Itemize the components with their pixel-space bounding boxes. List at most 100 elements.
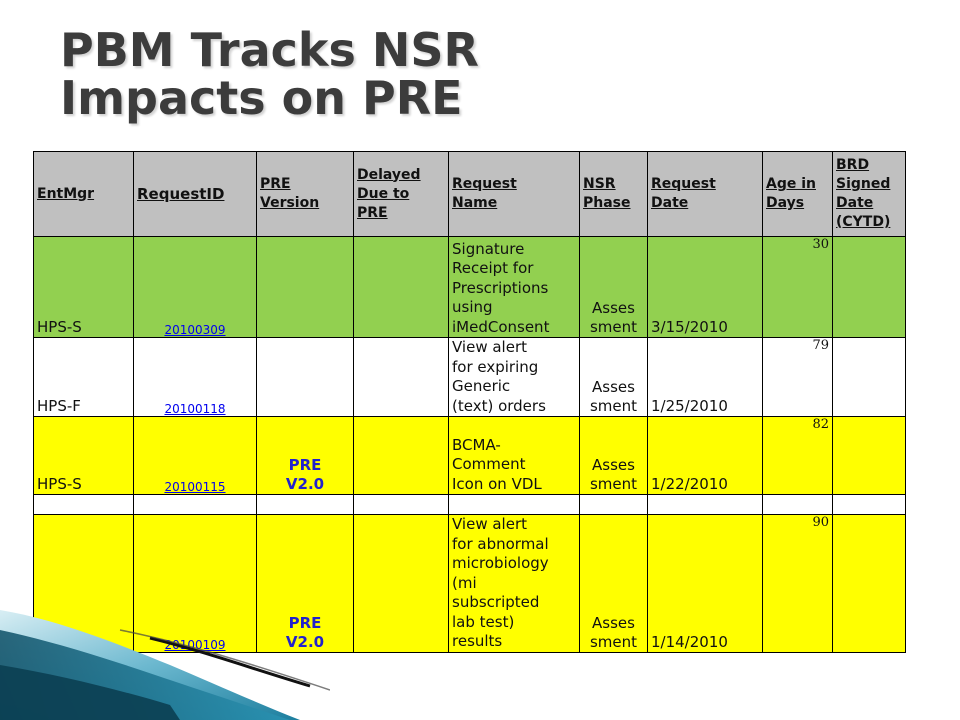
- text-line: (mi: [452, 573, 477, 592]
- cell-request-date: 3/15/2010: [647, 236, 763, 338]
- cell-nsr-phase: Asses sment: [579, 416, 648, 495]
- text-line: Prescriptions: [452, 278, 549, 297]
- cell-request-name: View alert for abnormal microbiology (mi sub…: [448, 514, 580, 653]
- header-age: Age in Days: [762, 151, 833, 237]
- header-delayed: Delayed Due to PRE: [353, 151, 449, 237]
- cell-brd: [832, 514, 906, 653]
- cell-request-name: View alert for expiring Generic (text) orde…: [448, 337, 580, 417]
- cell-requestid: 20100309: [133, 236, 257, 338]
- text-line: (CYTD): [836, 214, 891, 230]
- text-line: Asses: [592, 299, 635, 317]
- cell-pre-version: PRE V2.0: [256, 514, 354, 653]
- text-line: NSR: [583, 176, 616, 192]
- text-line: Request: [452, 176, 517, 192]
- request-link[interactable]: 20100109: [164, 637, 226, 652]
- cell-delayed: [353, 236, 449, 338]
- header-row: EntMgr RequestID PRE Version Delayed Due t…: [33, 151, 906, 237]
- text-line: Days: [766, 195, 805, 211]
- text-line: View alert: [452, 515, 527, 533]
- text-line: Icon on VDL: [452, 474, 542, 493]
- cell-delayed: [353, 514, 449, 653]
- text-line: Request: [651, 176, 716, 192]
- cell-request-date: 1/25/2010: [647, 337, 763, 417]
- cell-age: 90: [762, 514, 833, 653]
- text-line: sment: [589, 632, 638, 651]
- cell-entmgr: HPS-S: [33, 416, 134, 495]
- cell-nsr-phase: Asses sment: [579, 337, 648, 417]
- header-requestid: RequestID: [133, 151, 257, 237]
- text-line: Version: [260, 195, 320, 211]
- table-row: HPS-S 20100309 Signature Receipt for Presc…: [33, 236, 906, 338]
- title-line-2: Impacts on PRE: [60, 71, 463, 125]
- cell-delayed: [353, 337, 449, 417]
- header-nsr-phase: NSR Phase: [579, 151, 648, 237]
- table-row: HPS-F 20100118 View alert for expiring Gen…: [33, 337, 906, 417]
- text-line: Delayed: [357, 166, 421, 183]
- cell-request-name: Signature Receipt for Prescriptions using iM…: [448, 236, 580, 338]
- title-line-1: PBM Tracks NSR: [60, 23, 479, 77]
- text-line: Generic: [452, 377, 511, 395]
- request-link[interactable]: 20100115: [164, 480, 226, 494]
- text-line: Asses: [592, 456, 635, 474]
- text-line: View alert: [452, 338, 527, 357]
- decorative-wave-graphic: [0, 610, 330, 720]
- text-line: Age in: [766, 176, 816, 192]
- text-line: Date: [836, 195, 874, 211]
- cell-brd: [832, 236, 906, 338]
- text-line: Asses: [592, 613, 635, 632]
- text-line: for expiring: [452, 357, 539, 376]
- text-line: BRD: [836, 157, 870, 173]
- slide-title: PBM Tracks NSR Impacts on PRE: [60, 26, 760, 122]
- cell-pre-version: PRE V2.0: [256, 416, 354, 495]
- text-line: BCMA-: [452, 435, 501, 454]
- text-line: Asses: [592, 378, 635, 396]
- text-line: Phase: [583, 195, 631, 211]
- header-entmgr: EntMgr: [33, 151, 134, 237]
- cell-requestid: 20100115: [133, 416, 257, 495]
- text-line: using: [452, 298, 493, 316]
- text-line: Signed: [836, 176, 891, 192]
- text-line: V2.0: [285, 632, 325, 651]
- nsr-table: EntMgr RequestID PRE Version Delayed Due t…: [33, 151, 906, 653]
- text-line: sment: [589, 397, 638, 415]
- text-line: PRE: [288, 613, 322, 632]
- text-line: sment: [589, 318, 638, 336]
- text-line: Comment: [452, 455, 526, 473]
- cell-request-date: 1/22/2010: [647, 416, 763, 495]
- cell-entmgr: HPS-F: [33, 337, 134, 417]
- text-line: PRE: [357, 204, 388, 221]
- header-request-name: Request Name: [448, 151, 580, 237]
- cell-request-name: BCMA- Comment Icon on VDL: [448, 416, 580, 495]
- text-line: (text) orders: [452, 396, 546, 415]
- request-link[interactable]: 20100118: [164, 402, 226, 416]
- spacer-row: [33, 494, 906, 515]
- cell-requestid: 20100118: [133, 337, 257, 417]
- text-line: Name: [452, 195, 498, 211]
- cell-pre-version: [256, 337, 354, 417]
- text-line: iMedConsent: [452, 317, 550, 336]
- text-line: Due to: [357, 185, 410, 202]
- cell-age: 82: [762, 416, 833, 495]
- cell-pre-version: [256, 236, 354, 338]
- text-line: lab test): [452, 612, 515, 631]
- text-line: Receipt for: [452, 259, 534, 277]
- text-line: sment: [589, 475, 638, 493]
- request-link[interactable]: 20100309: [164, 323, 226, 337]
- cell-age: 79: [762, 337, 833, 417]
- cell-entmgr: HPS-S: [33, 236, 134, 338]
- cell-brd: [832, 337, 906, 417]
- text-line: for abnormal: [452, 534, 549, 553]
- cell-age: 30: [762, 236, 833, 338]
- text-line: microbiology: [452, 554, 549, 572]
- cell-delayed: [353, 416, 449, 495]
- text-line: PRE: [288, 456, 322, 474]
- text-line: Signature: [452, 239, 525, 258]
- header-request-date: Request Date: [647, 151, 763, 237]
- cell-brd: [832, 416, 906, 495]
- table-row: HPS-S 20100115 PRE V2.0 BCMA- Comment Icon …: [33, 416, 906, 495]
- cell-nsr-phase: Asses sment: [579, 514, 648, 653]
- header-pre-version: PRE Version: [256, 151, 354, 237]
- text-line: PRE: [260, 176, 291, 192]
- text-line: results: [452, 632, 503, 650]
- cell-request-date: 1/14/2010: [647, 514, 763, 653]
